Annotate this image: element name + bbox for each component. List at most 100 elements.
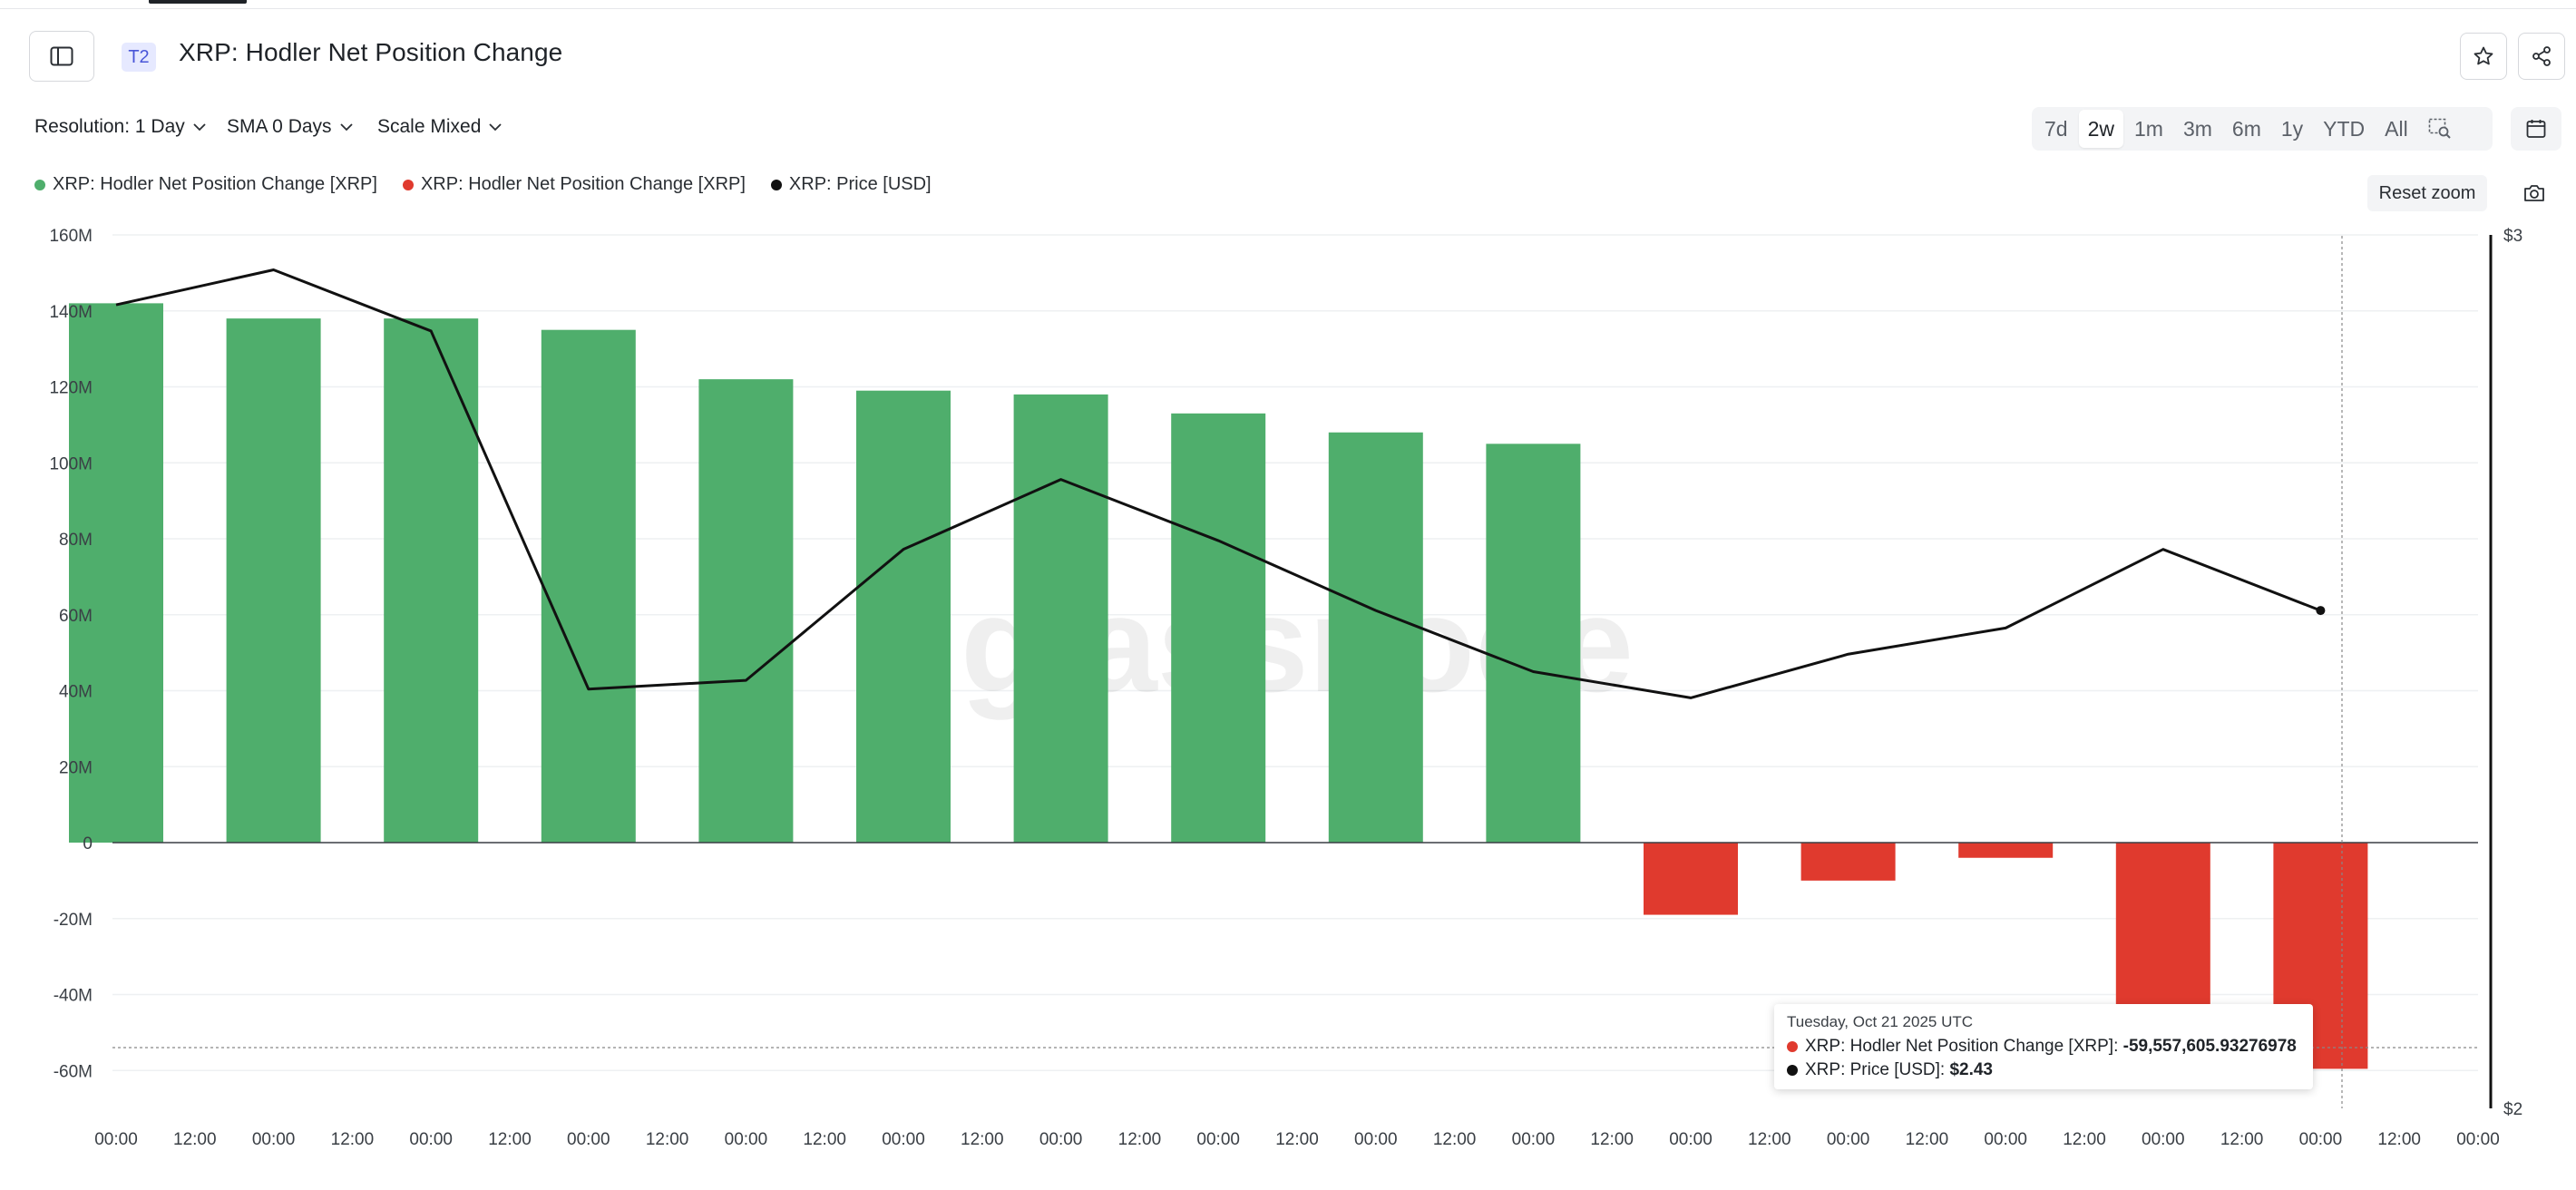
x-axis: 00:00 12:00 00:00 12:00 00:00 12:00 00:00 12:00… [94, 1130, 2500, 1149]
y-axis-left: 160M 140M 120M 100M 80M 60M 40M 20M 0 -20M -40M -60… [49, 227, 93, 1081]
bar [2115, 843, 2210, 1007]
x-tick-label: 12:00 [2220, 1130, 2264, 1149]
legend-label: XRP: Hodler Net Position Change [XRP] [53, 174, 377, 194]
zoom-select-button[interactable] [2419, 110, 2461, 148]
legend-item-price[interactable]: XRP: Price [USD] [770, 174, 932, 195]
y-tick-label: 120M [49, 379, 93, 398]
legend-dot [34, 179, 45, 190]
bar [1013, 394, 1108, 843]
chart-controls: Resolution: 1 Day SMA 0 Days Scale Mixed… [0, 107, 2576, 161]
tooltip-row-position-change: XRP: Hodler Net Position Change [XRP]: -… [1787, 1037, 2300, 1057]
tooltip-label: XRP: Price [USD]: $2.43 [1805, 1060, 1993, 1079]
reset-zoom-button[interactable]: Reset zoom [2367, 175, 2487, 211]
sma-label: SMA 0 Days [227, 116, 332, 137]
range-1y-button[interactable]: 1y [2280, 116, 2304, 141]
x-tick-label: 00:00 [1354, 1130, 1398, 1149]
resolution-dropdown[interactable]: Resolution: 1 Day [34, 116, 207, 138]
legend-label: XRP: Price [USD] [788, 174, 932, 194]
sma-dropdown[interactable]: SMA 0 Days [227, 116, 354, 138]
x-tick-label: 12:00 [2063, 1130, 2106, 1149]
watermark: glassnode [961, 568, 1634, 720]
chevron-down-icon [489, 123, 503, 132]
bar [1171, 413, 1266, 843]
y-tick-label: 160M [49, 227, 93, 246]
tooltip-label: XRP: Hodler Net Position Change [XRP]: -… [1805, 1037, 2297, 1056]
range-2w-button[interactable]: 2w [2078, 110, 2123, 148]
range-ytd-button[interactable]: YTD [2323, 116, 2366, 141]
legend-item-negative[interactable]: XRP: Hodler Net Position Change [XRP] [402, 174, 746, 195]
x-tick-label: 00:00 [2456, 1130, 2500, 1149]
y-tick-label: 80M [59, 531, 93, 550]
y-tick-label: -20M [54, 911, 93, 930]
legend-item-positive[interactable]: XRP: Hodler Net Position Change [XRP] [34, 174, 377, 195]
tooltip-date: Tuesday, Oct 21 2025 UTC [1787, 1013, 1974, 1030]
range-6m-button[interactable]: 6m [2231, 116, 2261, 141]
resolution-label: Resolution: 1 Day [34, 116, 185, 137]
chart-legend: XRP: Hodler Net Position Change [XRP] XR… [34, 174, 932, 195]
zoom-select-icon [2428, 118, 2451, 139]
x-tick-label: 00:00 [252, 1130, 296, 1149]
x-tick-label: 00:00 [1039, 1130, 1083, 1149]
y-tick-label: -40M [54, 987, 93, 1006]
sidebar-toggle-button[interactable] [29, 31, 94, 82]
calendar-button[interactable] [2511, 107, 2561, 151]
page-title: XRP: Hodler Net Position Change [179, 38, 563, 66]
x-tick-label: 00:00 [1512, 1130, 1556, 1149]
star-icon [2474, 46, 2493, 65]
x-tick-label: 12:00 [646, 1130, 689, 1149]
tooltip-dot [1787, 1041, 1798, 1052]
crosshair [112, 236, 2478, 1108]
x-tick-label: 00:00 [94, 1130, 138, 1149]
y-right-tick-label: $3 [2503, 227, 2522, 246]
y-tick-label: -60M [54, 1062, 93, 1081]
legend-dot [770, 179, 782, 190]
scale-label: Scale Mixed [377, 116, 482, 137]
range-all-button[interactable]: All [2385, 116, 2408, 141]
chart-header: T2 XRP: Hodler Net Position Change [0, 31, 2576, 85]
share-button[interactable] [2518, 33, 2565, 80]
x-tick-label: 00:00 [1827, 1130, 1870, 1149]
x-tick-label: 12:00 [803, 1130, 846, 1149]
x-tick-label: 12:00 [1590, 1130, 1634, 1149]
range-7d-button[interactable]: 7d [2044, 116, 2068, 141]
chevron-down-icon [193, 123, 206, 132]
x-tick-label: 12:00 [2377, 1130, 2421, 1149]
range-3m-button[interactable]: 3m [2182, 116, 2212, 141]
range-1m-button[interactable]: 1m [2134, 116, 2163, 141]
y-tick-label: 60M [59, 607, 93, 626]
bar [698, 379, 794, 843]
chart-tooltip: Tuesday, Oct 21 2025 UTC XRP: Hodler Net… [1774, 1004, 2313, 1089]
y-axis-right: $3 $2 [2489, 227, 2522, 1119]
bar [1328, 432, 1423, 843]
calendar-icon [2526, 120, 2546, 138]
legend-dot [402, 179, 414, 190]
favorite-button[interactable] [2460, 33, 2507, 80]
bar-series [69, 303, 2368, 1069]
screenshot-button[interactable] [2514, 175, 2554, 211]
tooltip-dot [1787, 1065, 1798, 1076]
x-tick-label: 12:00 [961, 1130, 1004, 1149]
scale-dropdown[interactable]: Scale Mixed [377, 116, 503, 138]
camera-icon [2524, 185, 2544, 201]
sidebar-icon [50, 46, 73, 66]
x-tick-label: 12:00 [173, 1130, 217, 1149]
x-tick-label: 12:00 [1275, 1130, 1319, 1149]
bar [69, 303, 163, 843]
x-tick-label: 00:00 [1669, 1130, 1712, 1149]
price-line [115, 268, 2321, 699]
x-tick-label: 12:00 [331, 1130, 375, 1149]
x-tick-label: 00:00 [567, 1130, 610, 1149]
tier-badge: T2 [122, 43, 156, 72]
x-tick-label: 12:00 [1748, 1130, 1791, 1149]
gridlines [112, 234, 2478, 1071]
x-tick-label: 00:00 [2142, 1130, 2185, 1149]
bar [856, 390, 951, 843]
bar [541, 329, 636, 843]
price-point [2316, 606, 2326, 616]
x-tick-label: 00:00 [725, 1130, 768, 1149]
tooltip-row-price: XRP: Price [USD]: $2.43 [1787, 1060, 2300, 1080]
bar [384, 318, 479, 843]
y-right-tick-label: $2 [2503, 1100, 2522, 1119]
bar [1800, 843, 1896, 881]
bar [1644, 843, 1738, 915]
